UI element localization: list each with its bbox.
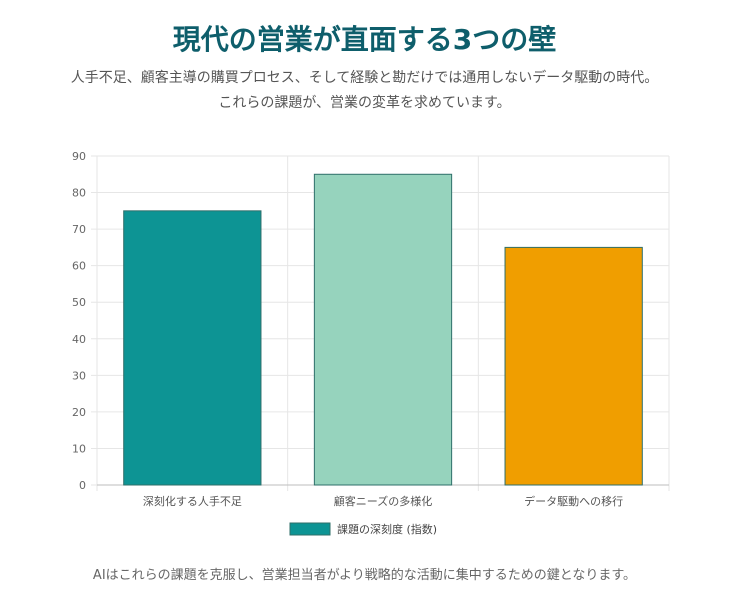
subtitle-line-2: これらの課題が、営業の変革を求めています。 [218,95,511,111]
x-tick-label: データ駆動への移行 [524,494,623,508]
x-tick-label: 顧客ニーズの多様化 [334,494,432,508]
chart-legend: 課題の深刻度 (指数) [289,522,437,536]
y-tick-label: 50 [72,296,86,309]
y-tick-label: 0 [79,479,86,492]
x-tick-label: 深刻化する人手不足 [143,494,242,508]
bar [123,210,262,486]
page-subtitle: 人手不足、顧客主導の購買プロセス、そして経験と勘だけでは通用しないデータ駆動の時… [10,66,719,116]
y-tick-label: 10 [72,442,86,455]
bar [313,173,453,486]
y-tick-label: 80 [72,187,86,200]
bar-chart: 0 10 20 30 40 50 60 70 80 90 深刻化する人手不足 顧客ニーズの多様化 デー… [72,150,670,536]
y-axis-ticks: 0 10 20 30 40 50 60 70 80 90 [72,150,86,492]
legend-swatch [289,522,331,536]
x-axis-labels: 深刻化する人手不足 顧客ニーズの多様化 データ駆動への移行 [143,494,623,508]
y-tick-label: 40 [72,333,86,346]
y-tick-label: 70 [72,223,86,236]
y-tick-label: 20 [72,406,86,419]
bar [504,246,643,486]
chart-bars [123,173,643,486]
page-title: 現代の営業が直面する3つの壁 [172,23,557,56]
footer-note: AIはこれらの課題を克服し、営業担当者がより戦略的な活動に集中するための鍵となり… [92,568,637,583]
legend-label: 課題の深刻度 (指数) [337,522,437,536]
y-tick-label: 30 [72,369,86,382]
subtitle-line-1: 人手不足、顧客主導の購買プロセス、そして経験と勘だけでは通用しないデータ駆動の時… [70,70,659,86]
y-tick-label: 60 [72,260,86,273]
y-tick-label: 90 [72,150,86,163]
